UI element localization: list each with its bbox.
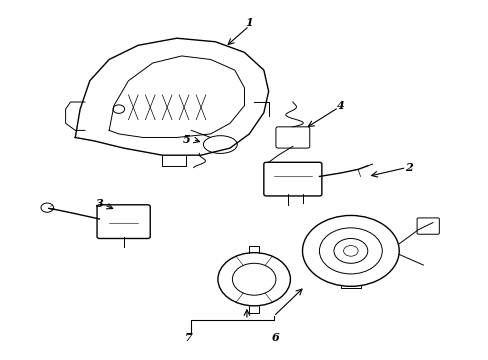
Text: 4: 4 [337,100,345,111]
Text: 1: 1 [245,17,253,28]
Text: 7: 7 [184,332,192,343]
Text: 2: 2 [404,162,412,173]
Text: 6: 6 [271,332,279,343]
Text: 3: 3 [95,198,103,208]
Text: 5: 5 [182,134,190,145]
